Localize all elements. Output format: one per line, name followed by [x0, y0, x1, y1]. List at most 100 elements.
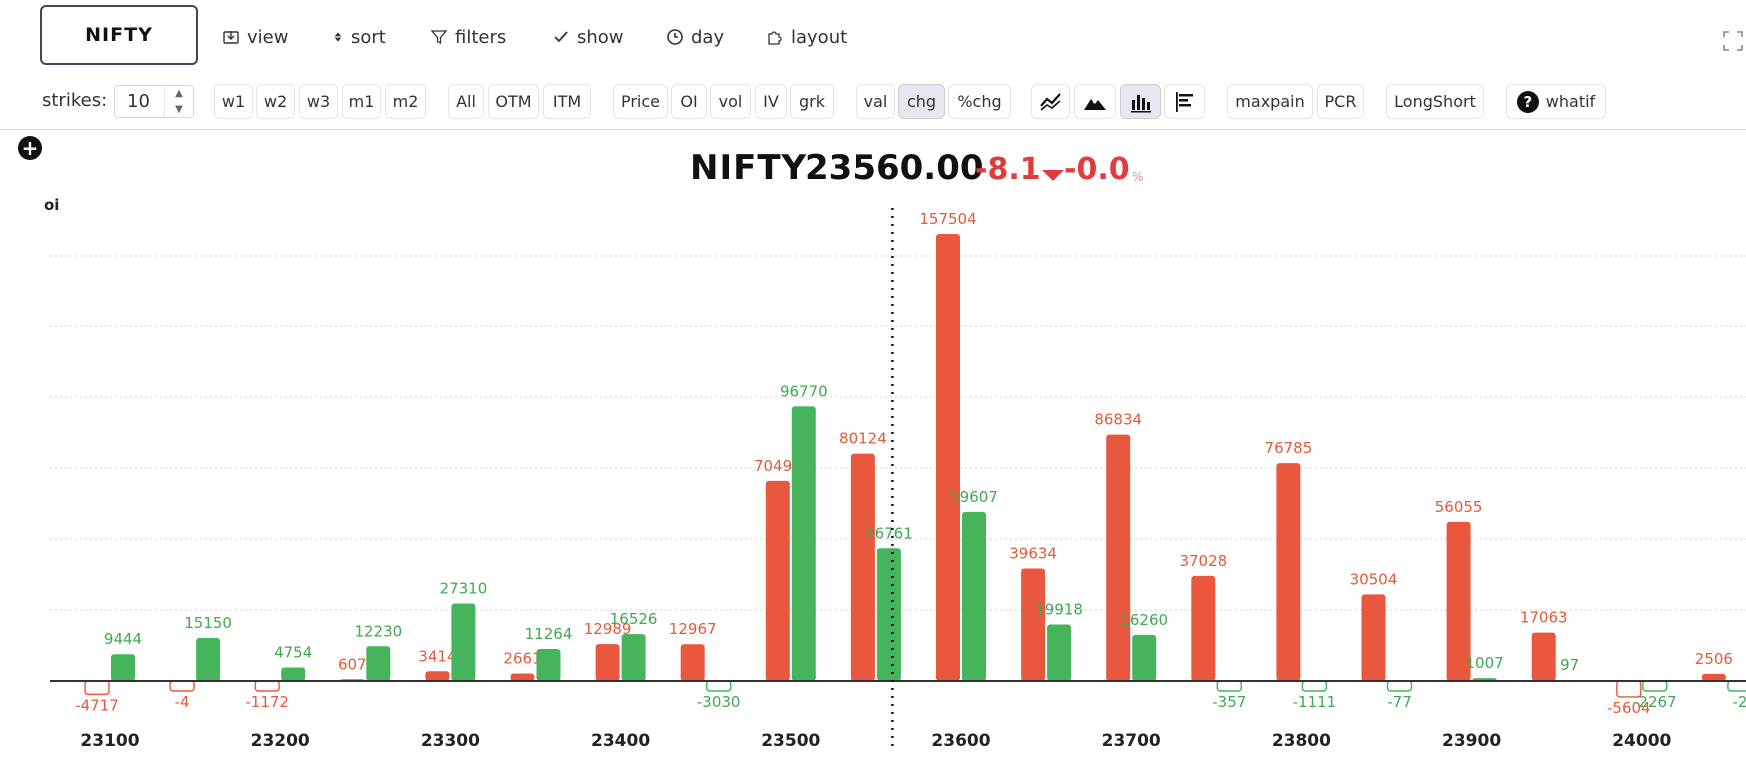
- moneyness-itm-button[interactable]: ITM: [543, 84, 591, 119]
- data-label: 96770: [780, 382, 828, 400]
- whatif-button[interactable]: ? whatif: [1506, 84, 1606, 119]
- filters-label: filters: [455, 26, 507, 48]
- increment-icon[interactable]: ▲: [175, 88, 183, 100]
- metric-price-button[interactable]: Price: [613, 84, 668, 119]
- bar-call-23400: [595, 644, 620, 681]
- metric-vol-button[interactable]: vol: [710, 84, 751, 119]
- mode-pctchg-button[interactable]: %chg: [948, 84, 1011, 119]
- symbol-selector[interactable]: NIFTY: [40, 5, 198, 65]
- pcr-button[interactable]: PCR: [1317, 84, 1364, 119]
- sort-label: sort: [351, 26, 386, 48]
- whatif-label: whatif: [1545, 92, 1596, 111]
- clock-icon: [667, 29, 683, 45]
- data-label: 607: [338, 655, 367, 673]
- data-label: 46761: [865, 524, 913, 542]
- metric-iv-button[interactable]: IV: [755, 84, 787, 119]
- day-label: day: [691, 26, 725, 48]
- view-button[interactable]: view: [222, 22, 288, 52]
- filters-button[interactable]: filters: [430, 22, 506, 52]
- data-label: 97: [1560, 656, 1579, 674]
- bar-chart-button[interactable]: [1120, 84, 1161, 119]
- x-tick-label: 23200: [251, 731, 310, 751]
- data-label: 1007: [1466, 654, 1504, 672]
- area-chart-button[interactable]: [1074, 84, 1116, 119]
- down-arrow-icon: [1042, 170, 1064, 181]
- bar-call-23700: [1106, 434, 1131, 681]
- data-label: -5604: [1607, 699, 1651, 717]
- moneyness-all-button[interactable]: All: [448, 84, 484, 119]
- data-label: 27310: [440, 579, 488, 597]
- bar-put-23150: [196, 638, 221, 681]
- bar-put-23750: [1216, 680, 1243, 692]
- metric-grk-button[interactable]: grk: [790, 84, 834, 119]
- moneyness-otm-button[interactable]: OTM: [488, 84, 539, 119]
- data-label: 3414: [418, 647, 456, 665]
- data-label: 56055: [1435, 498, 1483, 516]
- bar-put-23100: [111, 654, 135, 681]
- decrement-icon[interactable]: ▼: [175, 103, 183, 115]
- line-chart-button[interactable]: [1031, 84, 1070, 119]
- data-label: 16526: [610, 610, 658, 628]
- bar-call-23200: [254, 680, 280, 692]
- data-label: 39634: [1009, 545, 1057, 563]
- layout-button[interactable]: layout: [766, 22, 847, 52]
- bar-put-23500: [791, 406, 816, 681]
- data-label: -4717: [75, 696, 119, 714]
- metric-oi-button[interactable]: OI: [671, 84, 707, 119]
- strikes-value: 10: [127, 91, 150, 112]
- sort-button[interactable]: sort: [332, 22, 386, 52]
- longshort-button[interactable]: LongShort: [1386, 84, 1484, 119]
- mode-chg-button[interactable]: chg: [898, 84, 945, 119]
- data-label: 12230: [354, 622, 402, 640]
- bar-call-23100: [84, 680, 110, 696]
- bar-call-23850: [1361, 594, 1386, 681]
- expiry-w1-button[interactable]: w1: [214, 84, 253, 119]
- toolbar-divider: [0, 129, 1746, 130]
- data-label: 70497: [754, 457, 802, 475]
- bar-call-23350: [510, 673, 535, 681]
- strikes-stepper[interactable]: 10 ▲ ▼: [114, 85, 194, 118]
- bar-put-23450: [706, 680, 732, 692]
- x-tick-label: 24000: [1612, 731, 1671, 751]
- data-label: 19918: [1035, 600, 1083, 618]
- data-label: 11264: [525, 625, 573, 643]
- data-label: 2661: [503, 649, 541, 667]
- x-tick-label: 23400: [591, 731, 650, 751]
- maxpain-button[interactable]: maxpain: [1227, 84, 1313, 119]
- show-button[interactable]: show: [552, 22, 624, 52]
- bar-put-23600: [962, 511, 986, 681]
- bar-call-23600: [936, 234, 960, 681]
- bar-put-24000: [1642, 680, 1668, 692]
- line-chart-icon: [1039, 92, 1061, 111]
- data-label: 12967: [669, 620, 717, 638]
- bar-call-23300: [425, 671, 450, 681]
- bar-put-24050: [1727, 680, 1746, 692]
- bar-put-23550: [876, 548, 901, 681]
- add-icon[interactable]: +: [18, 136, 42, 160]
- data-label: -77: [1387, 693, 1412, 711]
- mode-val-button[interactable]: val: [856, 84, 895, 119]
- data-label: -4: [175, 693, 190, 711]
- expiry-w3-button[interactable]: w3: [299, 84, 338, 119]
- fullscreen-icon[interactable]: [1722, 30, 1744, 52]
- x-tick-label: 23300: [421, 731, 480, 751]
- day-button[interactable]: day: [666, 22, 724, 52]
- bar-call-23950: [1531, 632, 1556, 681]
- expiry-m1-button[interactable]: m1: [342, 84, 381, 119]
- layout-label: layout: [791, 26, 848, 48]
- data-label: -3030: [697, 693, 741, 711]
- data-label: 4754: [274, 644, 312, 662]
- quote-price: 23560.00: [805, 148, 984, 188]
- expiry-m2-button[interactable]: m2: [385, 84, 426, 119]
- x-tick-label: 23900: [1442, 731, 1501, 751]
- bar-put-23300: [451, 603, 476, 681]
- x-tick-label: 23100: [80, 731, 139, 751]
- bar-chart-icon: [1130, 94, 1151, 112]
- expiry-w2-button[interactable]: w2: [256, 84, 295, 119]
- data-label: 9444: [104, 630, 142, 648]
- quote-symbol: NIFTY: [690, 148, 808, 188]
- horizontal-bar-button[interactable]: [1164, 84, 1205, 119]
- horizontal-bar-icon: [1175, 91, 1193, 112]
- bar-call-23550: [850, 453, 875, 681]
